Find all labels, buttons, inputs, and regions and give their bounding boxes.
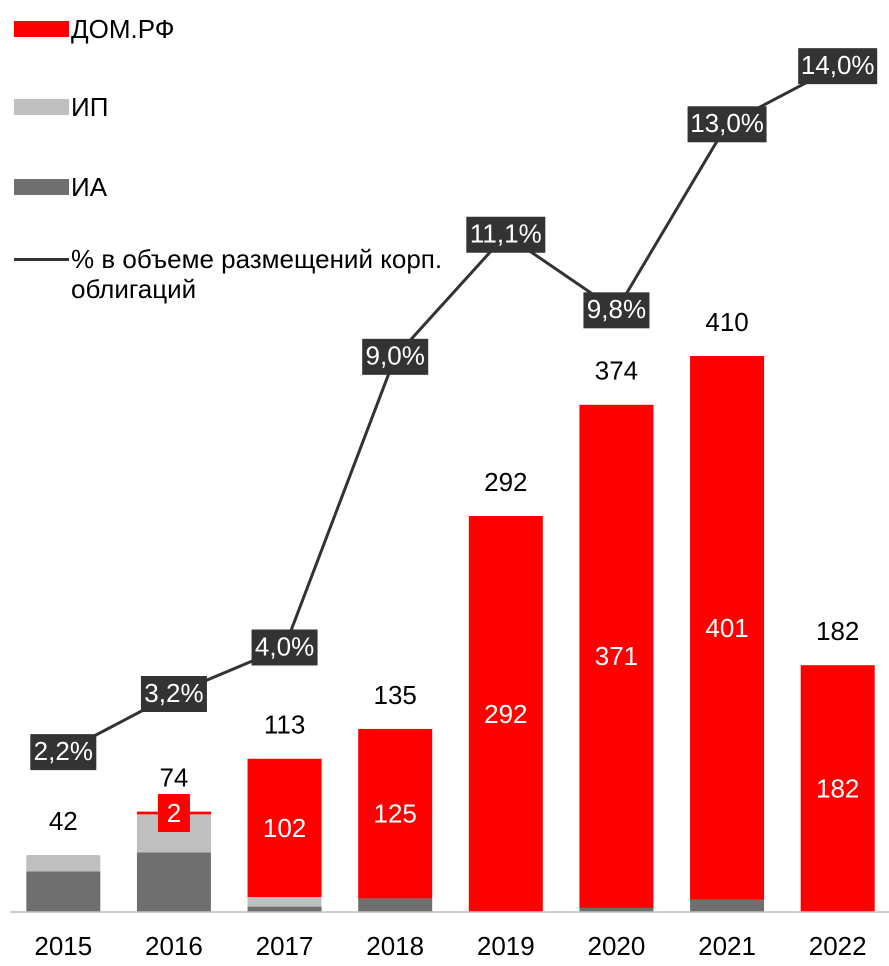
label-box [30, 734, 97, 771]
legend-swatch [14, 258, 69, 261]
total-label: 182 [816, 616, 859, 646]
bar-segment [690, 355, 765, 900]
x-tick-label: 2016 [145, 931, 203, 961]
bar-segment [358, 728, 433, 899]
data-label: 371 [595, 641, 638, 671]
legend-item: % в объеме размещений корп. облигаций [14, 244, 456, 304]
bar-segment [358, 898, 433, 912]
label-box [798, 48, 878, 85]
bar-segment [247, 758, 322, 898]
legend-label: ИП [71, 92, 109, 122]
legend-label: % в объеме размещений корп. облигаций [71, 244, 443, 304]
bar-segment [136, 852, 211, 912]
bar-segment [468, 516, 543, 912]
legend-label: ИА [71, 172, 108, 202]
line-label: 13,0% [690, 108, 764, 138]
data-label: 102 [263, 813, 306, 843]
bar-segment [26, 855, 101, 872]
bar-segment [247, 906, 322, 912]
total-label: 135 [373, 680, 416, 710]
legend-item: ИА [14, 172, 107, 202]
legend-item: ИП [14, 92, 108, 122]
bar-segment [579, 907, 654, 912]
label-box [466, 216, 546, 253]
bar-segment [690, 899, 765, 912]
label-box [140, 676, 207, 712]
total-label: 292 [484, 467, 527, 497]
total-label: 374 [595, 356, 638, 386]
bar-segment [247, 897, 322, 907]
label-box [251, 629, 318, 666]
x-tick-label: 2022 [809, 931, 867, 961]
line-label: 3,2% [144, 678, 203, 708]
data-label: 2 [167, 798, 181, 828]
label-box [687, 106, 767, 143]
bar-segment [26, 871, 101, 912]
line-label: 11,1% [470, 219, 542, 249]
data-label: 401 [705, 613, 748, 643]
x-tick-label: 2018 [366, 931, 424, 961]
total-label: 42 [49, 806, 78, 836]
total-label: 74 [159, 763, 188, 793]
total-label: 410 [705, 307, 748, 337]
x-tick-label: 2015 [34, 931, 92, 961]
bar-segment [800, 665, 875, 912]
legend-swatch [14, 99, 69, 115]
data-label: 125 [373, 799, 416, 829]
label-box [362, 338, 429, 375]
line-label: 14,0% [801, 50, 875, 80]
x-tick-label: 2020 [588, 931, 646, 961]
legend-swatch [14, 179, 69, 195]
legend-swatch [14, 21, 69, 37]
data-label: 292 [484, 699, 527, 729]
bar-segment [579, 404, 654, 908]
legend-item: ДОМ.РФ [14, 14, 175, 44]
line-label: 9,0% [366, 341, 425, 371]
x-tick-label: 2017 [256, 931, 314, 961]
line-label: 4,0% [255, 631, 314, 661]
x-tick-label: 2021 [698, 931, 756, 961]
x-tick-label: 2019 [477, 931, 535, 961]
legend-label: ДОМ.РФ [71, 14, 175, 44]
label-box [583, 292, 650, 329]
line-label: 9,8% [587, 294, 646, 324]
total-label: 113 [264, 710, 305, 740]
line-label: 2,2% [34, 736, 93, 766]
label-box [157, 794, 190, 833]
data-label: 182 [816, 773, 859, 803]
